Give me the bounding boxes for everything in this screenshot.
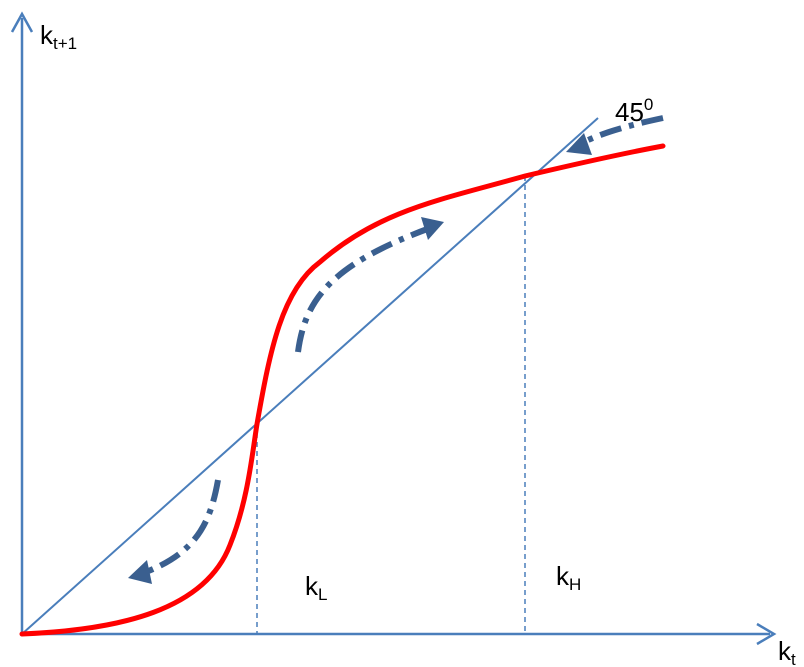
x-axis-label-sub: t [791, 650, 796, 667]
k-high-label-main: k [556, 561, 569, 591]
angle-45-label-sup: 0 [643, 95, 654, 114]
y-axis-arrowhead [10, 11, 34, 33]
x-axis-label-main: k [778, 636, 791, 666]
k-low-label-sub: L [318, 585, 328, 604]
dynamics-arrow-upward-head [421, 217, 444, 240]
k-high-label: kH [556, 563, 581, 593]
k-low-label-main: k [305, 571, 318, 601]
k-low-label: kL [305, 573, 327, 603]
y-axis-label: kt+1 [40, 22, 77, 52]
dynamics-arrow-leftward [576, 115, 664, 148]
dynamics-arrow-downward-head [128, 560, 152, 584]
angle-45-label: 450 [615, 96, 653, 125]
angle-45-label-main: 45 [615, 97, 644, 127]
dynamics-arrow-downward [137, 479, 221, 578]
transition-curve [19, 143, 666, 637]
y-axis-label-main: k [40, 20, 53, 50]
y-axis-label-sub: t+1 [53, 34, 78, 53]
dynamics-arrow-upward [295, 225, 432, 353]
x-axis-label: kt [778, 638, 796, 667]
dynamics-arrow-leftward-head [566, 133, 592, 155]
x-axis-arrowhead [756, 622, 777, 646]
k-high-label-sub: H [569, 575, 582, 594]
diagonal-45-line [21, 117, 599, 635]
